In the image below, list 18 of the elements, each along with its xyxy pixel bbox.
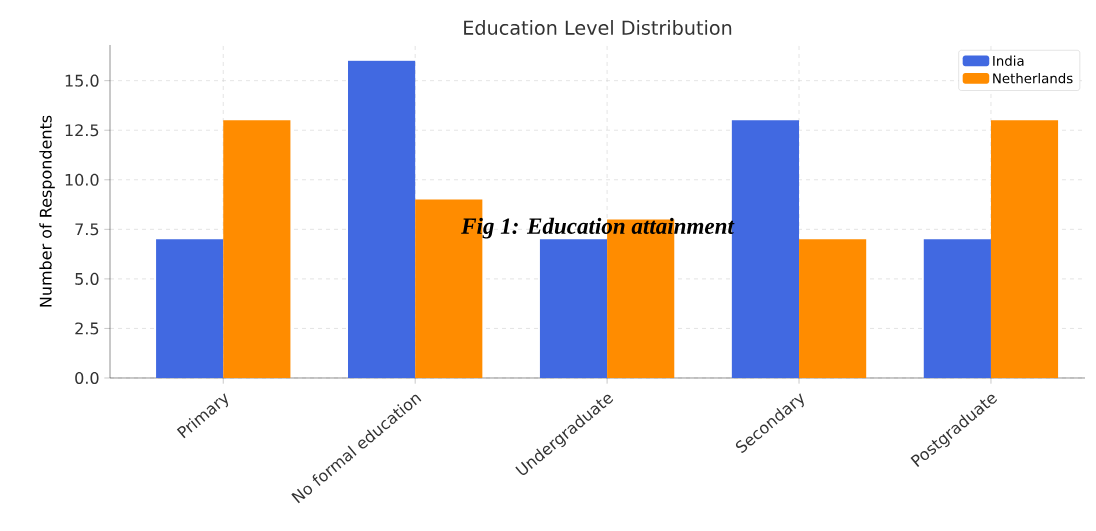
bar [223, 120, 291, 378]
bar [990, 120, 1059, 378]
y-tick-label: 7.5 [75, 223, 99, 236]
legend-label: Netherlands [993, 73, 1073, 84]
legend-label: India [993, 55, 1024, 66]
bar [348, 60, 416, 378]
y-tick-label: 12.5 [65, 124, 99, 137]
bar [799, 239, 867, 378]
y-tick-label: 5.0 [75, 272, 99, 285]
y-tick-label: 15.0 [65, 74, 99, 87]
y-tick-label: 0.0 [75, 371, 99, 385]
bar [156, 239, 224, 378]
bar [923, 239, 991, 378]
y-axis-title: Number of Respondents [39, 115, 55, 307]
y-tick-label: 2.5 [75, 322, 99, 335]
bar [539, 239, 608, 378]
chart-title: Education Level Distribution [464, 20, 732, 35]
y-tick-label: 10.0 [65, 173, 99, 186]
